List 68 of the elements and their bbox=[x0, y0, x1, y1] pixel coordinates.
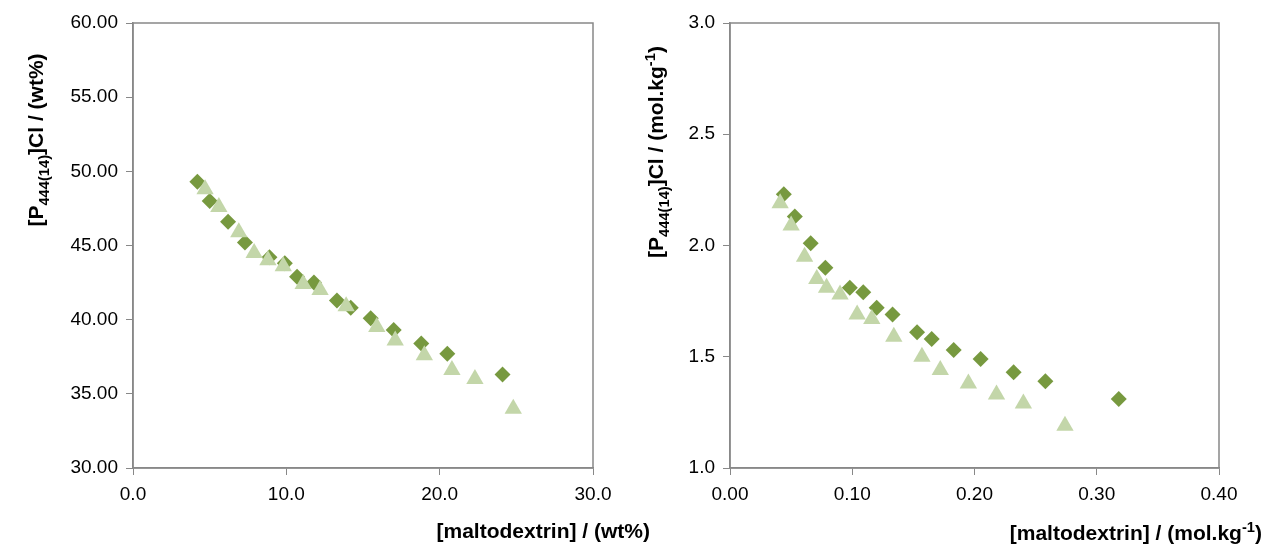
point bbox=[196, 179, 214, 195]
y-tick-label: 3.0 bbox=[688, 11, 715, 33]
point bbox=[328, 292, 345, 309]
x-tick-label: 10.0 bbox=[267, 482, 305, 504]
point bbox=[368, 317, 386, 333]
x-tick-label: 0.30 bbox=[1078, 482, 1116, 504]
point bbox=[466, 369, 484, 384]
x-axis-title: [maltodextrin] / (wt%) bbox=[436, 519, 650, 543]
point bbox=[362, 310, 379, 327]
point bbox=[439, 345, 456, 362]
y-tick-label: 50.00 bbox=[70, 159, 118, 181]
point bbox=[236, 234, 253, 251]
point bbox=[909, 324, 926, 341]
point bbox=[1056, 415, 1074, 431]
y-tick-label: 1.0 bbox=[688, 456, 715, 478]
point bbox=[868, 299, 885, 316]
point bbox=[1014, 393, 1033, 409]
x-tick-label: 20.0 bbox=[421, 482, 459, 504]
point bbox=[337, 296, 355, 312]
y-tick-label: 55.00 bbox=[70, 85, 118, 107]
x-tick-label: 0.00 bbox=[711, 482, 749, 504]
point bbox=[885, 326, 903, 342]
point bbox=[413, 335, 430, 352]
y-tick-label: 30.00 bbox=[70, 456, 118, 478]
point bbox=[230, 222, 248, 238]
y-tick-label: 35.00 bbox=[70, 382, 118, 404]
point bbox=[294, 274, 312, 290]
y-tick-label: 1.5 bbox=[688, 344, 715, 366]
point bbox=[782, 215, 800, 231]
point bbox=[848, 304, 866, 320]
point bbox=[931, 360, 949, 376]
y-tick-label: 40.00 bbox=[70, 307, 118, 329]
point bbox=[863, 308, 881, 324]
point bbox=[771, 193, 789, 209]
point bbox=[311, 280, 329, 295]
point bbox=[443, 360, 461, 376]
point bbox=[245, 242, 263, 258]
x-tick-label: 30.0 bbox=[574, 482, 612, 504]
point bbox=[855, 284, 872, 301]
x-axis-title: [maltodextrin] / (mol.kg$^{-1}$) bbox=[1009, 519, 1262, 545]
x-tick-label: 0.0 bbox=[119, 482, 147, 504]
y-tick-label: 60.00 bbox=[70, 11, 118, 33]
y-tick-label: 2.5 bbox=[688, 122, 715, 144]
y-tick-label: 45.00 bbox=[70, 233, 118, 255]
point bbox=[220, 213, 237, 230]
point bbox=[808, 268, 826, 284]
point bbox=[189, 173, 206, 190]
point bbox=[841, 279, 858, 296]
point bbox=[817, 277, 836, 293]
point bbox=[817, 259, 834, 276]
point bbox=[504, 398, 522, 414]
x-tick-label: 0.20 bbox=[956, 482, 993, 504]
point bbox=[972, 350, 989, 367]
y-tick-label: 2.0 bbox=[688, 233, 715, 255]
point bbox=[884, 306, 901, 323]
point bbox=[802, 235, 819, 252]
point bbox=[494, 366, 511, 383]
point bbox=[795, 246, 814, 262]
x-tick-label: 0.40 bbox=[1200, 482, 1238, 504]
point bbox=[831, 284, 849, 300]
point bbox=[987, 384, 1006, 400]
point bbox=[201, 193, 218, 209]
point bbox=[386, 330, 404, 346]
point bbox=[415, 345, 433, 361]
point bbox=[923, 330, 940, 347]
x-tick-label: 0.10 bbox=[833, 482, 871, 504]
point bbox=[913, 346, 931, 362]
point bbox=[959, 373, 978, 389]
